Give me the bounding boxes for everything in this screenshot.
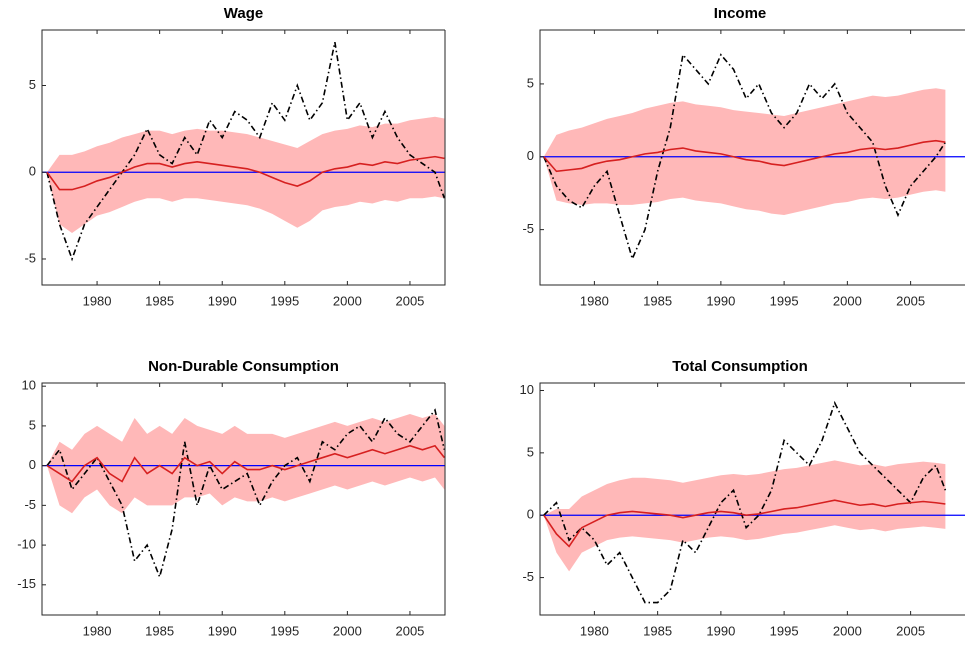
y-tick-label: 5 — [29, 417, 36, 432]
x-tick-label: 1990 — [706, 623, 735, 638]
y-tick-label: 10 — [520, 382, 534, 397]
series-line — [46, 41, 445, 262]
axes-frame — [539, 382, 965, 616]
x-tick-label: 1990 — [208, 293, 237, 308]
y-tick-label: 10 — [22, 378, 36, 393]
x-tick-label: 1990 — [706, 293, 735, 308]
series-line — [46, 444, 445, 483]
x-tick-label: 1980 — [83, 293, 112, 308]
confidence-band — [47, 413, 445, 514]
subplot: 1980 1985 1990 1995 2000 2005 -5 0 5 Wage — [24, 5, 446, 308]
series-line — [46, 155, 445, 191]
x-tick-label: 1995 — [270, 293, 299, 308]
x-tick-label: 1995 — [770, 293, 799, 308]
x-tick-label: 2005 — [896, 623, 925, 638]
y-tick-label: 0 — [29, 457, 36, 472]
y-tick-label: 5 — [527, 75, 534, 90]
confidence-band — [47, 116, 445, 233]
x-tick-label: 2005 — [896, 293, 925, 308]
x-tick-label: 2000 — [333, 623, 362, 638]
chart-title: Wage — [224, 5, 263, 22]
x-tick-label: 1980 — [83, 623, 112, 638]
series-line — [543, 499, 946, 548]
chart-title: Total Consumption — [672, 358, 808, 375]
x-tick-label: 1995 — [770, 623, 799, 638]
y-tick-label: -5 — [24, 497, 36, 512]
y-tick-label: -10 — [17, 537, 36, 552]
series-line — [543, 139, 946, 173]
axes-frame — [41, 29, 446, 286]
y-tick-label: 0 — [527, 507, 534, 522]
y-tick-label: -15 — [17, 576, 36, 591]
plot-area — [42, 41, 445, 262]
x-tick-label: 2000 — [333, 293, 362, 308]
x-tick-label: 2005 — [395, 623, 424, 638]
x-tick-label: 2000 — [833, 623, 862, 638]
chart-title: Income — [714, 5, 767, 22]
plot-area — [540, 400, 965, 604]
x-tick-label: 1985 — [643, 623, 672, 638]
y-tick-label: 5 — [527, 444, 534, 459]
axes-frame — [41, 382, 446, 616]
series-line — [46, 408, 445, 580]
x-tick-label: 1995 — [270, 623, 299, 638]
subplot: 1980 1985 1990 1995 2000 2005 -5 0 5 Income — [522, 5, 965, 308]
plot-area — [540, 52, 965, 262]
x-tick-label: 1990 — [208, 623, 237, 638]
chart-title: Non-Durable Consumption — [148, 358, 339, 375]
x-tick-label: 1985 — [145, 623, 174, 638]
y-tick-label: -5 — [522, 221, 534, 236]
y-tick-label: -5 — [522, 569, 534, 584]
y-tick-label: 5 — [29, 77, 36, 92]
axes-frame — [539, 29, 965, 286]
x-tick-label: 1980 — [580, 623, 609, 638]
x-tick-label: 1985 — [145, 293, 174, 308]
y-tick-label: 0 — [29, 164, 36, 179]
subplot: 1980 1985 1990 1995 2000 2005 -5 0 5 10 Total Cons… — [520, 358, 965, 638]
plot-area — [42, 408, 445, 580]
x-tick-label: 1985 — [643, 293, 672, 308]
x-tick-label: 2005 — [395, 293, 424, 308]
x-tick-label: 1980 — [580, 293, 609, 308]
confidence-band — [543, 460, 946, 572]
series-line — [543, 52, 947, 262]
confidence-band — [543, 88, 946, 216]
subplot: 1980 1985 1990 1995 2000 2005 -15 -10 -5 0 5 10 Non-… — [17, 358, 446, 638]
y-tick-label: -5 — [24, 250, 36, 265]
series-line — [543, 400, 947, 604]
y-tick-label: 0 — [527, 148, 534, 163]
x-tick-label: 2000 — [833, 293, 862, 308]
